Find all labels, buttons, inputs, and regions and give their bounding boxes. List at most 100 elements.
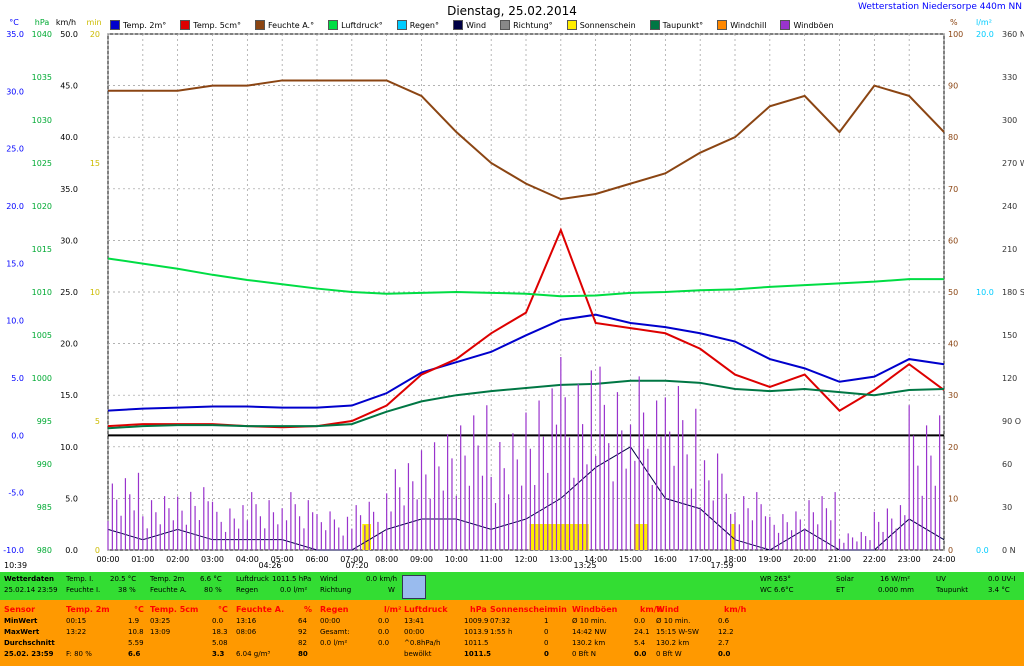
- row-label: Durchschnitt: [4, 639, 55, 647]
- row-label: MinWert: [4, 617, 38, 625]
- column-unit: %: [304, 605, 313, 614]
- x-tick-label: 04:00: [236, 555, 259, 564]
- sunshine-bar: [633, 524, 648, 550]
- pressure-axis-label: 1015: [32, 245, 52, 254]
- data-date: 25.02.14 23:59: [4, 586, 58, 594]
- row-label: 25.02. 23:59: [4, 650, 54, 658]
- x-tick-label: 02:00: [166, 555, 189, 564]
- legend-swatch: [328, 20, 339, 30]
- table-cell-label: F: 80 %: [66, 650, 92, 658]
- sunset-marker: 17:59: [710, 561, 733, 570]
- table-cell-value: 24.1: [634, 628, 650, 636]
- x-tick-label: 06:00: [305, 555, 328, 564]
- table-cell-label: 14:42 NW: [572, 628, 607, 636]
- temp-axis-label: 5.0: [11, 374, 24, 383]
- legend-label: Feuchte A.°: [267, 20, 315, 30]
- table-cell-label: 1:55 h: [490, 628, 513, 636]
- direction-axis-label: 330: [1002, 73, 1017, 82]
- table-cell-value: 0: [544, 628, 549, 636]
- humidity-axis-label: 40: [948, 340, 958, 349]
- x-tick-label: 00:00: [96, 555, 119, 564]
- richtung-value: W: [388, 586, 395, 594]
- temp-axis-label: 25.0: [6, 145, 24, 154]
- wind-axis-label: 30.0: [60, 236, 78, 245]
- legend-swatch: [649, 20, 660, 30]
- table-cell-value: 0.0: [378, 639, 390, 647]
- series-line-3: [107, 257, 944, 298]
- humidity-axis-label: 90: [948, 82, 958, 91]
- rain-unit: l/m²: [976, 18, 992, 27]
- temp-axis-label: 35.0: [6, 30, 24, 39]
- temp-axis-label: -10.0: [3, 546, 24, 555]
- sun-axis-label: 5: [95, 417, 100, 426]
- column-header: Windböen: [572, 605, 618, 614]
- table-cell-label: 0 Bft N: [572, 650, 597, 658]
- table-cell-value: 64: [298, 617, 307, 625]
- table-cell-value: 0.6: [718, 617, 730, 625]
- table-cell-label: 130.2 km: [572, 639, 606, 647]
- table-cell-label: 130.2 km: [656, 639, 690, 647]
- temp-unit: °C: [9, 18, 19, 27]
- direction-axis-label: 150: [1002, 331, 1017, 340]
- taupunkt-label: Taupunkt: [936, 586, 968, 594]
- x-tick-label: 16:00: [654, 555, 677, 564]
- direction-axis-label: 120: [1002, 374, 1017, 383]
- table-cell-value: 12.2: [718, 628, 734, 636]
- humidity-axis-label: 100: [948, 30, 963, 39]
- table-cell-value: 2.7: [718, 639, 730, 647]
- x-tick-label: 09:00: [410, 555, 433, 564]
- direction-axis-label: 240: [1002, 202, 1017, 211]
- sunshine-bar: [529, 524, 589, 550]
- column-header: Regen: [320, 605, 349, 614]
- wind-unit: km/h: [56, 18, 76, 27]
- direction-axis-label: 180 S: [1002, 288, 1024, 297]
- humidity-unit: %: [950, 18, 958, 27]
- station-name: Wetterstation Niedersorpe 440m NN: [857, 2, 1022, 12]
- table-cell-label: ^0.8hPa/h: [404, 639, 441, 647]
- regen-value: 0.0 l/m²: [280, 586, 308, 594]
- feuchte-i-label: Feuchte I.: [66, 586, 101, 594]
- table-cell-value: 5.4: [634, 639, 646, 647]
- temp-axis-label: 30.0: [6, 87, 24, 96]
- table-cell-label: Ø 10 min.: [656, 617, 691, 625]
- table-cell-value: 0.0: [634, 650, 647, 658]
- table-cell-value: 10.8: [128, 628, 144, 636]
- cloud-sun-icon: [402, 575, 426, 599]
- legend-swatch: [780, 20, 791, 30]
- regen-label: Regen: [236, 586, 259, 594]
- legend-item: Richtung°: [500, 20, 553, 30]
- direction-axis-label: 30: [1002, 503, 1012, 512]
- sun-axis-label: 0: [95, 546, 100, 555]
- sunshine-bar: [731, 524, 735, 550]
- table-cell-value: 6.6: [128, 650, 141, 658]
- pressure-axis-label: 990: [37, 460, 52, 469]
- legend-swatch: [180, 20, 191, 30]
- chart-legend: Temp. 2m° Temp. 5cm° Feuchte A.° Luftdruck°…: [110, 20, 848, 30]
- legend-label: Temp. 5cm°: [193, 20, 241, 30]
- legend-swatch: [110, 20, 120, 30]
- table-cell-value: 1013.9: [464, 628, 489, 636]
- wind-axis-label: 10.0: [60, 443, 78, 452]
- direction-axis-label: 210: [1002, 245, 1017, 254]
- table-cell-label: 15:15 W-SW: [656, 628, 699, 636]
- legend-swatch: [396, 20, 407, 30]
- legend-swatch: [566, 20, 577, 30]
- table-cell-value: 5.59: [128, 639, 144, 647]
- column-unit: °C: [218, 605, 228, 614]
- sun-axis-label: 15: [90, 159, 100, 168]
- wind-value: 0.0 km/h: [366, 575, 398, 583]
- wind-axis-label: 0.0: [65, 546, 78, 555]
- x-tick-label: 23:00: [898, 555, 921, 564]
- column-header: Wind: [656, 605, 679, 614]
- legend-label: Taupunkt°: [662, 20, 704, 30]
- wind-axis-label: 20.0: [60, 340, 78, 349]
- x-tick-label: 07:00: [340, 555, 363, 564]
- pressure-axis-label: 995: [37, 417, 52, 426]
- richtung-label: Richtung: [320, 586, 352, 594]
- table-cell-value: 0.0: [378, 617, 390, 625]
- legend-swatch: [500, 20, 511, 30]
- table-cell-label: 00:00: [320, 617, 341, 625]
- table-cell-label: 6.04 g/m³: [236, 650, 271, 658]
- direction-axis-label: 360 N: [1002, 30, 1024, 39]
- legend-item: Taupunkt°: [649, 20, 704, 30]
